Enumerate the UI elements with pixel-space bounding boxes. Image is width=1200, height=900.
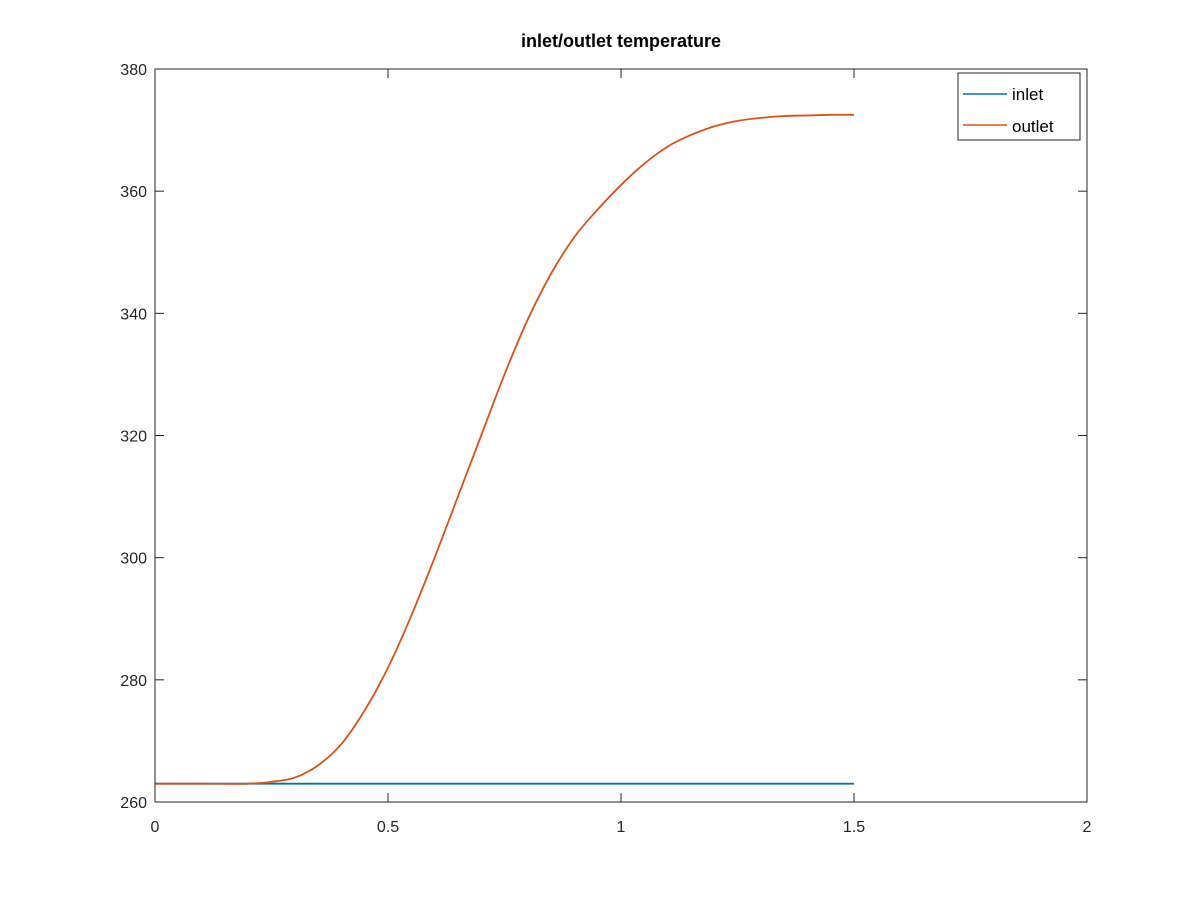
y-tick-label: 380 [120,62,147,79]
x-tick-label: 1.5 [843,819,865,836]
y-tick-label: 300 [120,551,147,568]
x-tick-label: 2 [1083,819,1092,836]
chart-title: inlet/outlet temperature [521,31,721,51]
legend-label-inlet: inlet [1012,85,1043,104]
y-tick-label: 360 [120,184,147,201]
legend: inlet outlet [958,73,1080,140]
plot-area [155,69,1087,802]
x-tick-label: 1 [617,819,626,836]
y-tick-label: 260 [120,795,147,812]
x-tick-label: 0 [151,819,160,836]
y-tick-label: 280 [120,673,147,690]
legend-label-outlet: outlet [1012,117,1054,136]
y-tick-label: 340 [120,306,147,323]
y-tick-label: 320 [120,429,147,446]
x-tick-label: 0.5 [377,819,399,836]
